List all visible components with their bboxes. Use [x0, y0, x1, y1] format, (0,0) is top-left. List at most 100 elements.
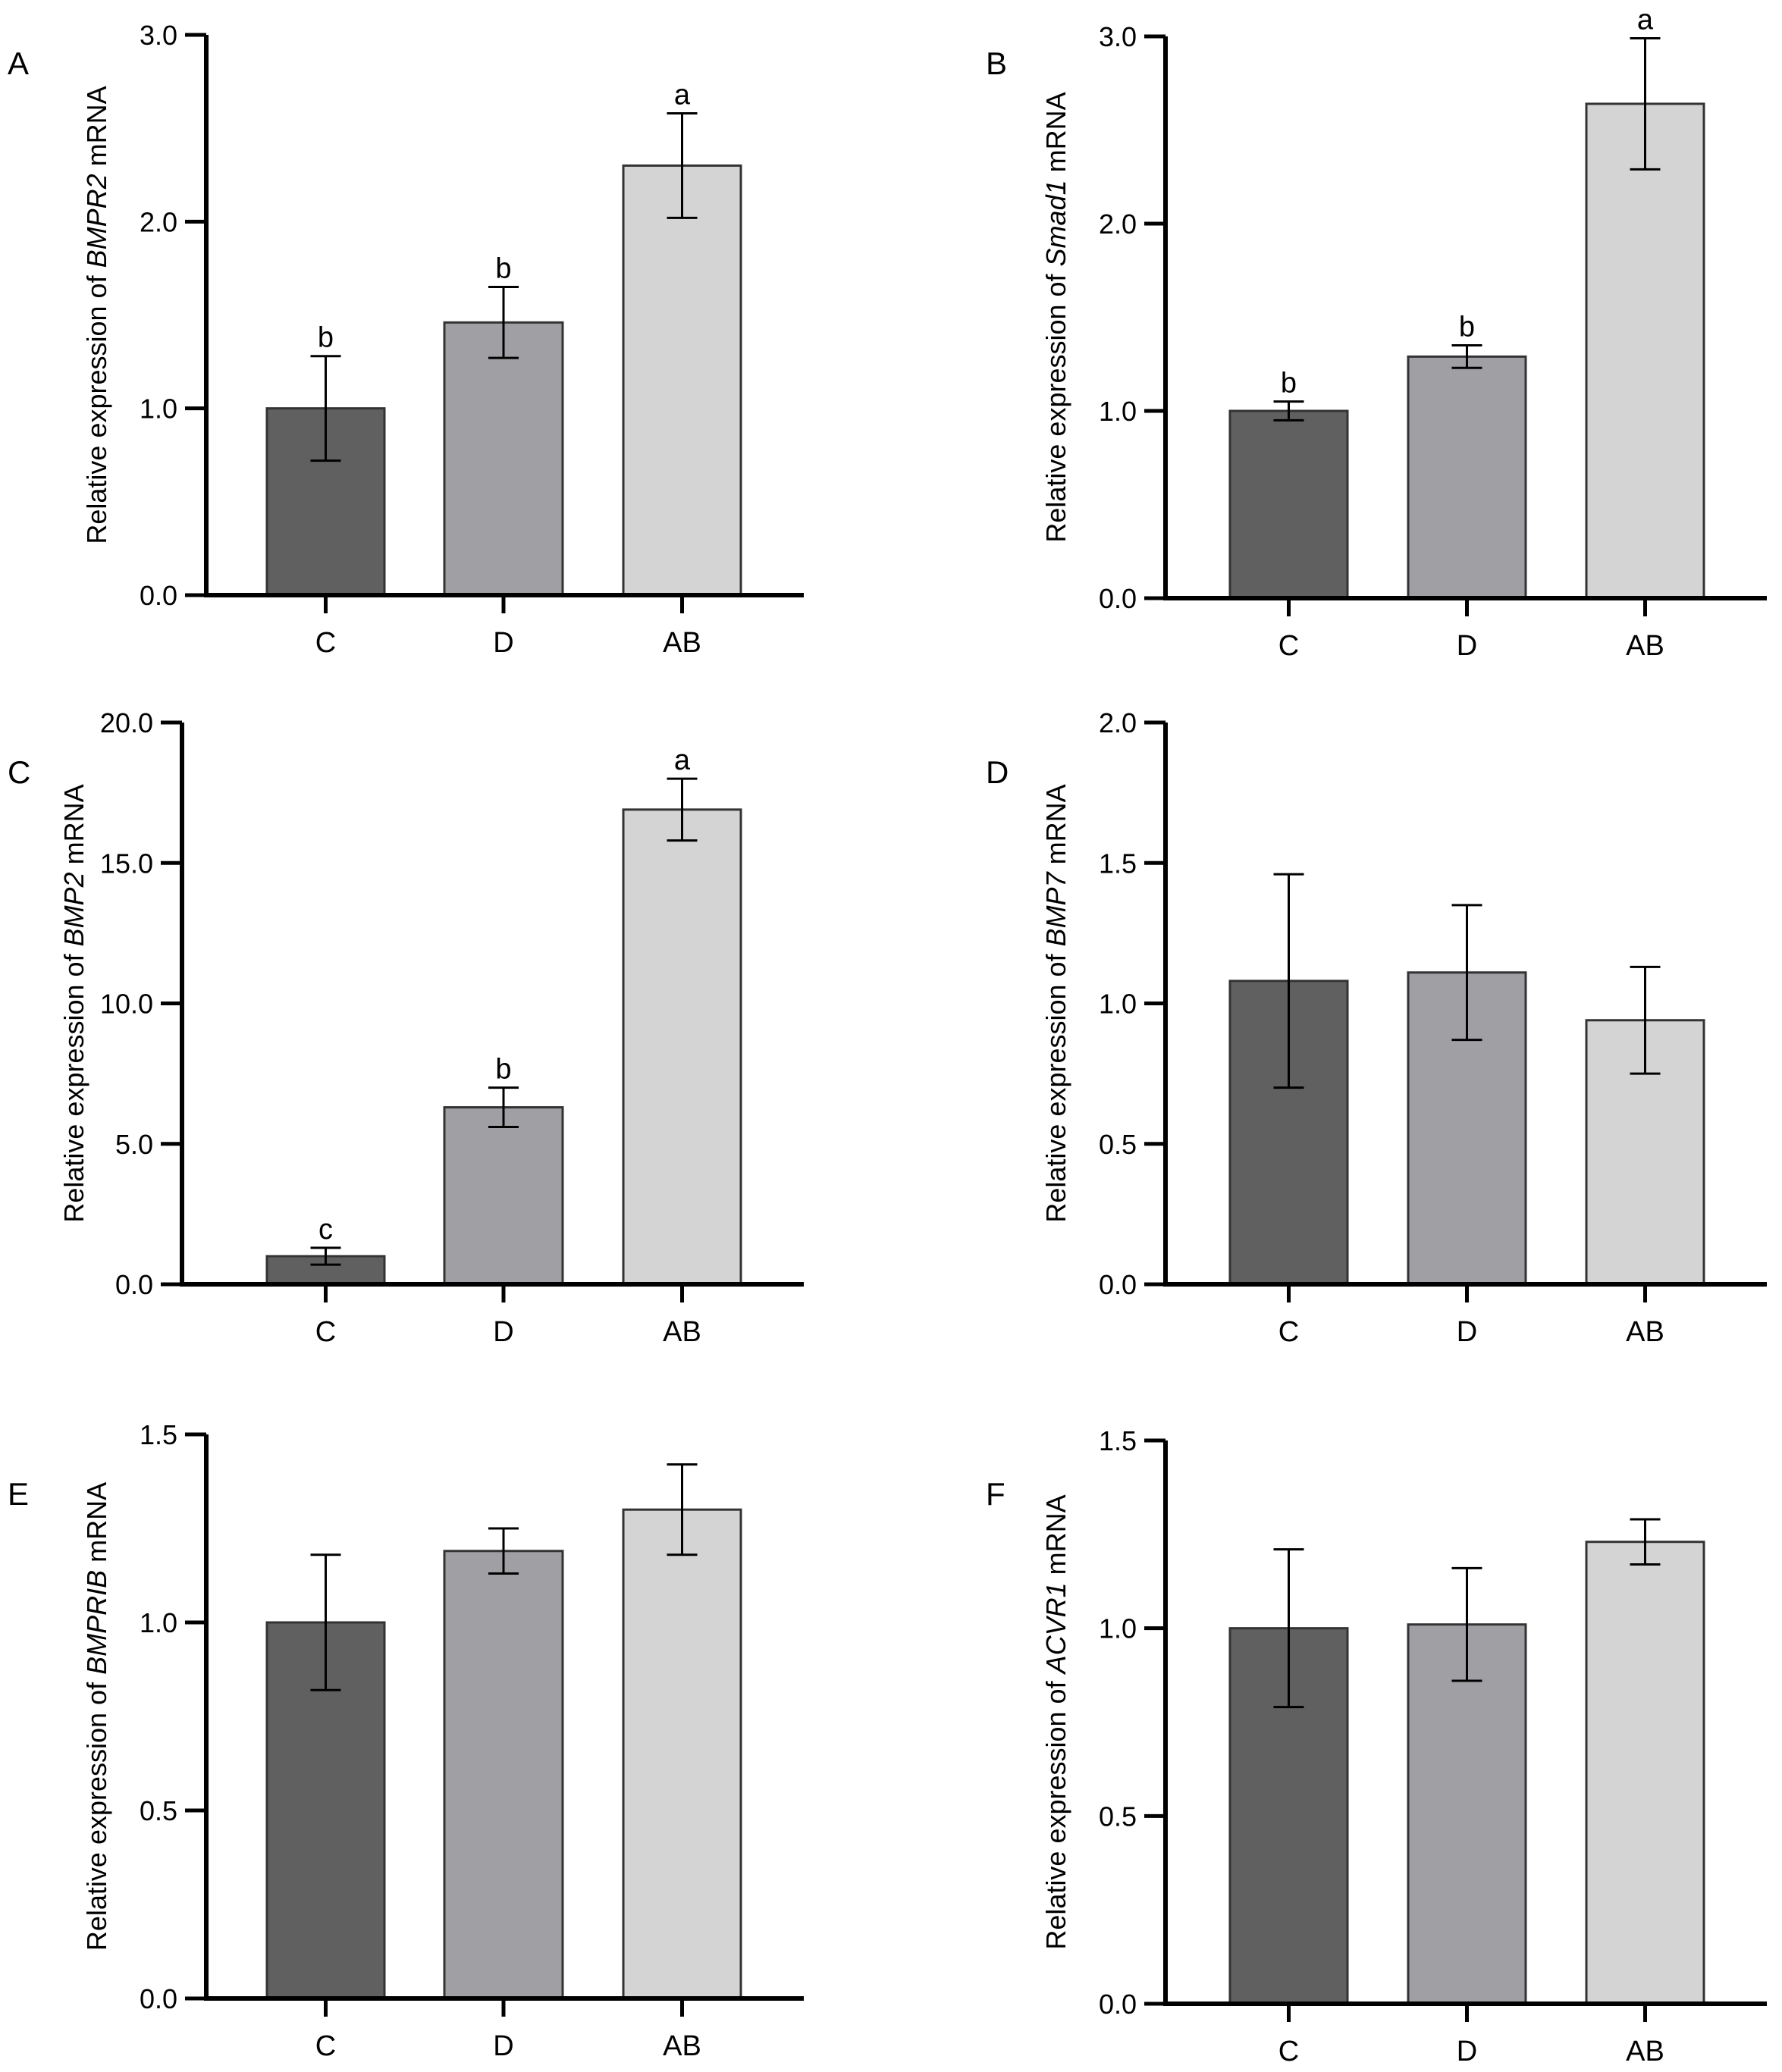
panel-d-xtick-label-d: D: [1457, 1316, 1477, 1348]
panel-a-ytick-label: 0.0: [140, 580, 177, 611]
panel-e-ylabel: Relative expression of BMPRIB mRNA: [81, 1482, 112, 1951]
panel-f: F 0.0 0.5 1.0 1.5 C D AB Relative expression of …: [986, 1425, 1767, 2067]
panel-c-ytick-label: 10.0: [100, 989, 153, 1020]
panel-b-sig-c: b: [1281, 368, 1297, 400]
panel-e-errorbar-ab: [667, 1463, 698, 1556]
panel-b-ytick-label: 2.0: [1099, 208, 1137, 240]
panel-d-ytick-label: 1.0: [1099, 989, 1137, 1020]
panel-c-xtick-label-d: D: [493, 1316, 513, 1348]
panel-b-ylabel: Relative expression of Smad1 mRNA: [1040, 92, 1071, 542]
panel-f-letter: F: [986, 1476, 1006, 1512]
panel-d-ylabel: Relative expression of BMP7 mRNA: [1040, 784, 1071, 1222]
panel-a-errorbar-ab: [667, 111, 698, 219]
panel-e-letter: E: [8, 1476, 29, 1512]
panel-b-ytick-label: 3.0: [1099, 21, 1137, 52]
panel-d-ytick-label: 1.5: [1099, 848, 1137, 879]
panel-e-xtick-label-c: C: [315, 2030, 336, 2062]
panel-a-ytick-label: 3.0: [140, 20, 177, 51]
panel-b-xtick-label-ab: AB: [1626, 630, 1664, 662]
panel-b-xtick-label-d: D: [1457, 630, 1477, 662]
panel-f-bar-d: [1407, 1623, 1527, 2005]
panel-e-errorbar-c: [310, 1553, 341, 1691]
panel-c-sig-ab: a: [674, 744, 691, 776]
panel-a-xtick-label-ab: AB: [663, 627, 701, 659]
panel-e-ytick-label: 1.0: [140, 1607, 177, 1638]
panel-d-errorbar-c: [1273, 873, 1304, 1089]
panel-b-ytick-label: 0.0: [1099, 583, 1137, 614]
panel-c-ytick-label: 5.0: [115, 1129, 153, 1160]
panel-b-bar-c: [1228, 409, 1349, 600]
panel-c-letter: C: [8, 754, 30, 790]
panel-c-ytick-label: 20.0: [100, 707, 153, 738]
panel-f-xtick-label-c: C: [1278, 2036, 1299, 2067]
panel-c-xtick-label-c: C: [315, 1316, 336, 1348]
panel-c-bar-d: [443, 1106, 564, 1286]
panel-e-bar-d: [443, 1550, 564, 2000]
panel-a-sig-d: b: [495, 253, 511, 285]
panel-d-ytick-label: 0.5: [1099, 1129, 1137, 1160]
panel-c-errorbar-ab: [667, 777, 698, 842]
panel-e-xtick-label-d: D: [493, 2030, 513, 2062]
panel-f-ytick-label: 1.0: [1099, 1613, 1137, 1644]
panel-b-sig-d: b: [1459, 312, 1475, 343]
panel-e-errorbar-d: [488, 1527, 519, 1575]
panel-c-errorbar-c: [310, 1246, 341, 1266]
panel-d-letter: D: [986, 754, 1009, 790]
panel-a-ytick-label: 2.0: [140, 206, 177, 237]
panel-a: Ab b a 0.0 1.0 2.0 3.0 C D AB Relative expression …: [8, 20, 804, 659]
panel-e-bar-ab: [622, 1508, 742, 2000]
panel-c-ytick-label: 15.0: [100, 848, 153, 879]
panel-a-sig-ab: a: [674, 79, 691, 111]
panel-a-letter: A: [8, 45, 29, 81]
panel-a-errorbar-c: [310, 355, 341, 462]
panel-f-errorbar-ab: [1630, 1518, 1661, 1566]
panel-a-errorbar-d: [488, 286, 519, 359]
panel-f-ytick-label: 1.5: [1099, 1425, 1137, 1456]
panel-d-xtick-label-c: C: [1278, 1316, 1299, 1348]
panel-b: Bb b a 0.0 1.0 2.0 3.0 C D AB Relative expression …: [986, 4, 1767, 662]
panel-d-xtick-label-ab: AB: [1626, 1316, 1664, 1348]
panel-c-sig-d: b: [495, 1054, 511, 1086]
panel-e-ytick-label: 0.5: [140, 1795, 177, 1826]
panel-d-errorbar-d: [1451, 904, 1482, 1042]
panel-f-ylabel: Relative expression of ACVR1 mRNA: [1040, 1494, 1071, 1949]
panel-b-bar-d: [1407, 355, 1527, 600]
panel-e-ytick-label: 0.0: [140, 1983, 177, 2014]
panel-b-errorbar-d: [1451, 344, 1482, 369]
panel-c: Cc b a 0.0 5.0 10.0 15.0 20.0 C D AB Relative expre…: [8, 707, 804, 1348]
panel-d-ytick-label: 0.0: [1099, 1269, 1137, 1300]
panel-b-letter: B: [986, 45, 1007, 81]
panel-d-ytick-label: 2.0: [1099, 707, 1137, 738]
panel-b-ytick-label: 1.0: [1099, 396, 1137, 427]
panel-c-bar-ab: [622, 808, 742, 1286]
panel-d-errorbar-ab: [1630, 965, 1661, 1075]
panel-a-ytick-label: 1.0: [140, 393, 177, 425]
panel-b-xtick-label-c: C: [1278, 630, 1299, 662]
panel-f-ytick-label: 0.5: [1099, 1801, 1137, 1832]
panel-c-xtick-label-ab: AB: [663, 1316, 701, 1348]
panel-b-sig-ab: a: [1637, 4, 1654, 36]
panel-a-sig-c: b: [318, 322, 334, 354]
panel-e-ytick-label: 1.5: [140, 1419, 177, 1450]
panel-a-bar-ab: [622, 164, 742, 597]
panel-f-errorbar-d: [1451, 1566, 1482, 1682]
panel-c-errorbar-d: [488, 1086, 519, 1129]
panel-a-ylabel: Relative expression of BMPR2 mRNA: [81, 86, 112, 544]
panel-a-xtick-label-d: D: [493, 627, 513, 659]
panel-c-ytick-label: 0.0: [115, 1269, 153, 1300]
panel-c-ylabel: Relative expression of BMP2 mRNA: [58, 784, 89, 1222]
panel-f-bar-ab: [1585, 1541, 1705, 2005]
panel-b-errorbar-c: [1273, 400, 1304, 422]
panel-d: D 0.0 0.5 1.0 1.5 2.0 C D AB Relative expression …: [986, 707, 1767, 1348]
panel-f-xtick-label-ab: AB: [1626, 2036, 1664, 2067]
panel-f-xtick-label-d: D: [1457, 2036, 1477, 2067]
panel-a-bar-d: [443, 321, 564, 597]
panel-e: E 0.0 0.5 1.0 1.5 C D AB Relative expression of …: [8, 1419, 804, 2062]
panel-e-xtick-label-ab: AB: [663, 2030, 701, 2062]
panel-f-errorbar-c: [1273, 1548, 1304, 1709]
panel-a-xtick-label-c: C: [315, 627, 336, 659]
panel-b-bar-ab: [1585, 102, 1705, 600]
panel-f-ytick-label: 0.0: [1099, 1989, 1137, 2020]
panel-c-sig-c: c: [318, 1214, 333, 1246]
